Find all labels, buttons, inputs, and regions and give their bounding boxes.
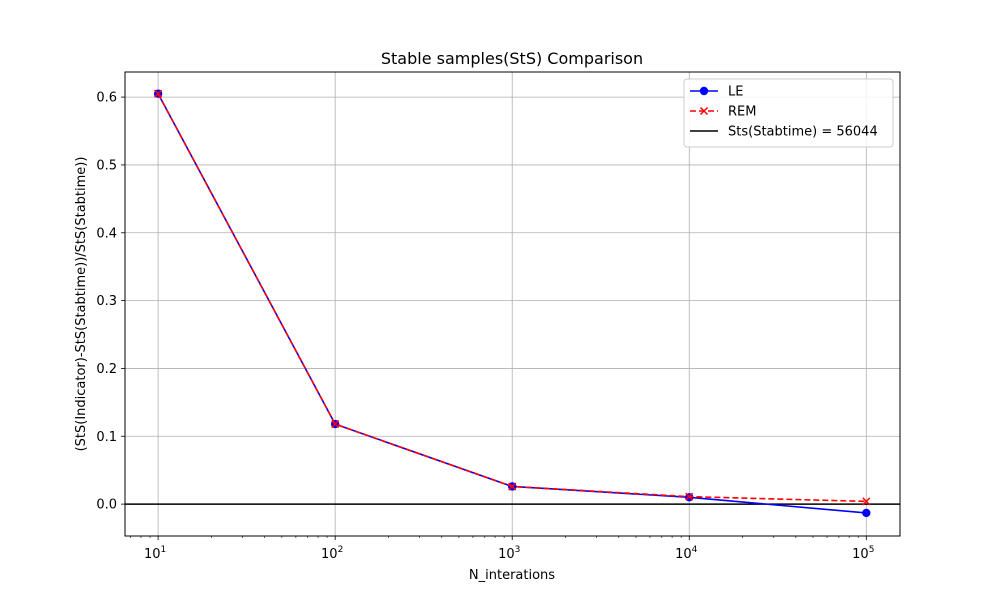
point-rem-stroke	[154, 89, 163, 98]
x-tick-label-base: 10	[852, 547, 869, 562]
y-axis-ticks: 0.0 0.1 0.2 0.3 0.4 0.5 0.6	[96, 91, 125, 513]
x-tick-label-base: 10	[144, 547, 161, 562]
legend-label: LE	[728, 85, 743, 100]
legend-marker-le	[699, 86, 709, 96]
point-rem-stroke	[685, 492, 694, 501]
y-tick-label: 0.2	[96, 362, 117, 377]
x-tick-label-base: 10	[498, 547, 515, 562]
x-axis-ticks: 101 102 103 104 105	[130, 536, 874, 562]
legend-label: Sts(Stabtime) = 56044	[728, 125, 878, 140]
point-rem-stroke	[862, 497, 871, 506]
legend-marker-rem	[699, 106, 709, 116]
point-rem-stroke	[508, 482, 517, 491]
x-tick-label-exponent: 1	[161, 545, 167, 555]
x-axis-label: N_interations	[469, 568, 555, 583]
x-tick-label-exponent: 3	[515, 545, 521, 555]
x-tick-label-base: 10	[675, 547, 692, 562]
legend-label: REM	[728, 105, 756, 120]
y-tick-label: 0.6	[96, 91, 117, 106]
x-tick-label-exponent: 2	[338, 545, 344, 555]
point-rem	[862, 497, 871, 506]
x-tick-label: 105	[852, 545, 874, 562]
legend: LE REM Sts(Stabtime) = 56044	[683, 78, 894, 148]
point-le	[862, 508, 871, 518]
series-group	[153, 89, 871, 518]
x-tick-label: 102	[321, 545, 343, 562]
x-tick-label-exponent: 5	[869, 545, 875, 555]
legend-box	[683, 78, 894, 148]
x-tick-label-exponent: 4	[692, 545, 698, 555]
point-rem	[331, 420, 340, 429]
point-rem	[154, 89, 163, 98]
x-tick-label: 103	[498, 545, 520, 562]
point-rem-stroke	[331, 420, 340, 429]
y-tick-label: 0.4	[96, 226, 117, 241]
point-rem	[685, 492, 694, 501]
chart-title: Stable samples(StS) Comparison	[381, 49, 643, 68]
x-tick-label: 101	[144, 545, 166, 562]
y-axis-label: (StS(Indicator)-StS(Stabtime))/StS(Stabt…	[74, 157, 89, 452]
point-rem	[508, 482, 517, 491]
y-tick-label: 0.5	[96, 158, 117, 173]
y-tick-label: 0.1	[96, 430, 117, 445]
x-tick-label: 104	[675, 545, 698, 562]
y-tick-label: 0.0	[96, 498, 117, 513]
x-tick-label-base: 10	[321, 547, 338, 562]
y-tick-label: 0.3	[96, 294, 117, 309]
